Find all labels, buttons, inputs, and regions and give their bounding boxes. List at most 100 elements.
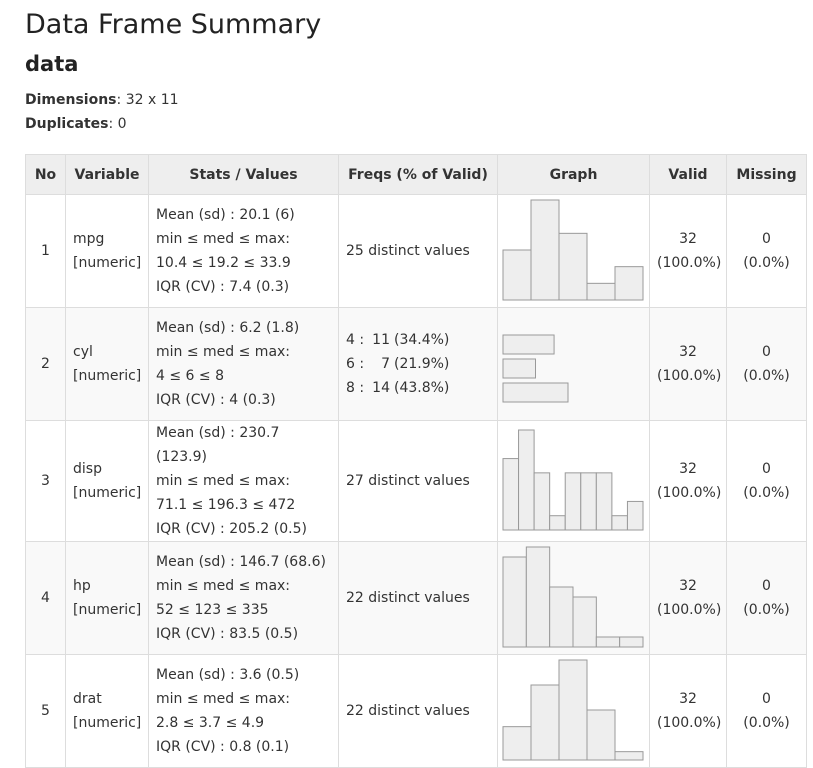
freq-bar — [502, 334, 555, 355]
histogram-bar — [619, 636, 644, 648]
valid-line: 32 — [679, 461, 697, 477]
stats-line: IQR (CV) : 0.8 (0.1) — [156, 739, 290, 755]
table-row: 1 mpg [numeric] Mean (sd) : 20.1 (6) min ≤ m… — [25, 194, 807, 308]
valid-line: 32 — [679, 344, 697, 360]
stats-line: IQR (CV) : 7.4 (0.3) — [156, 279, 290, 295]
histogram-bar — [502, 556, 527, 648]
stats-line: min ≤ med ≤ max: — [156, 231, 291, 247]
stats-line: min ≤ med ≤ max: — [156, 344, 291, 360]
histogram-bar — [502, 726, 532, 761]
variable-cell: drat [numeric] — [65, 654, 149, 768]
variable-type: [numeric] — [73, 602, 142, 618]
table-body: 1 mpg [numeric] Mean (sd) : 20.1 (6) min ≤ m… — [25, 194, 807, 768]
valid-line: (100.0%) — [657, 368, 722, 384]
freqs-cell: 25 distinct values — [338, 194, 498, 308]
missing-line: 0 — [762, 578, 771, 594]
missing-line: 0 — [762, 691, 771, 707]
missing-cell: 0 (0.0%) — [726, 194, 807, 308]
histogram-bar — [525, 546, 551, 648]
histogram-bar — [626, 500, 644, 531]
variable-name: hp — [73, 578, 91, 594]
valid-line: 32 — [679, 231, 697, 247]
variable-type: [numeric] — [73, 485, 142, 501]
freqs-cell: 22 distinct values — [338, 654, 498, 768]
freqs-cell: 27 distinct values — [338, 420, 498, 542]
histogram-bar — [502, 458, 520, 531]
histogram-bar — [572, 596, 597, 648]
row-number: 2 — [25, 307, 66, 421]
graph-cell — [497, 541, 650, 655]
column-header: Freqs (% of Valid) — [338, 154, 498, 195]
column-header: Stats / Values — [148, 154, 339, 195]
column-header: Graph — [497, 154, 650, 195]
valid-line: 32 — [679, 578, 697, 594]
column-header: Missing — [726, 154, 807, 195]
valid-line: (100.0%) — [657, 715, 722, 731]
valid-cell: 32 (100.0%) — [649, 194, 727, 308]
meta-label: Dimensions — [25, 92, 117, 108]
missing-line: 0 — [762, 461, 771, 477]
missing-line: (0.0%) — [743, 255, 790, 271]
variable-name: cyl — [73, 344, 93, 360]
histogram-bar — [530, 199, 560, 301]
histogram-bar — [549, 586, 574, 648]
table-row: 5 drat [numeric] Mean (sd) : 3.6 (0.5) min ≤… — [25, 654, 807, 768]
valid-cell: 32 (100.0%) — [649, 654, 727, 768]
histogram-bar — [586, 282, 616, 301]
title: Data Frame Summary — [25, 9, 322, 40]
freq-label: 8 : — [346, 380, 365, 396]
histogram-bar — [580, 472, 597, 531]
header-row: No Variable Stats / Values Freqs (% of Vali… — [25, 154, 807, 195]
freq-bar — [502, 382, 569, 403]
histogram-bar — [530, 684, 560, 761]
column-header: Variable — [65, 154, 149, 195]
graph — [502, 429, 644, 531]
histogram-bar — [549, 515, 566, 531]
valid-cell: 32 (100.0%) — [649, 420, 727, 542]
histogram-bar — [564, 472, 582, 531]
variable-cell: mpg [numeric] — [65, 194, 149, 308]
meta-line: Duplicates: 0 — [25, 112, 179, 136]
freqs-cell: 22 distinct values — [338, 541, 498, 655]
histogram-bar — [614, 266, 644, 301]
freq-pct: (34.4%) — [394, 332, 450, 348]
graph-cell — [497, 307, 650, 421]
row-number: 4 — [25, 541, 66, 655]
valid-line: (100.0%) — [657, 602, 722, 618]
freq-line: 8 : 14 (43.8%) — [346, 376, 490, 400]
meta-label: Duplicates — [25, 116, 109, 132]
histogram-bar — [586, 709, 616, 761]
stats-line: 71.1 ≤ 196.3 ≤ 472 — [156, 497, 296, 513]
row-number: 1 — [25, 194, 66, 308]
valid-cell: 32 (100.0%) — [649, 541, 727, 655]
freq-count: 11 — [372, 332, 390, 348]
freq-line: 4 : 11 (34.4%) — [346, 328, 490, 352]
variable-type: [numeric] — [73, 715, 142, 731]
histogram-bar — [614, 751, 644, 761]
stats-line: IQR (CV) : 4 (0.3) — [156, 392, 276, 408]
summary-table: No Variable Stats / Values Freqs (% of Vali… — [25, 154, 807, 768]
table-row: 2 cyl [numeric] Mean (sd) : 6.2 (1.8) min ≤ … — [25, 307, 807, 421]
stats-line: Mean (sd) : 230.7 (123.9) — [156, 425, 280, 465]
column-header: No — [25, 154, 66, 195]
variable-name: drat — [73, 691, 102, 707]
variable-cell: cyl [numeric] — [65, 307, 149, 421]
meta-value: : 32 x 11 — [116, 92, 179, 108]
meta-value: : 0 — [108, 116, 127, 132]
histogram-bar — [595, 636, 621, 648]
stats-line: 10.4 ≤ 19.2 ≤ 33.9 — [156, 255, 291, 271]
valid-cell: 32 (100.0%) — [649, 307, 727, 421]
stats-line: min ≤ med ≤ max: — [156, 691, 291, 707]
meta: Dimensions: 32 x 11 Duplicates: 0 — [25, 88, 179, 136]
histogram-bar — [595, 472, 613, 531]
missing-line: (0.0%) — [743, 485, 790, 501]
stats-line: Mean (sd) : 6.2 (1.8) — [156, 320, 300, 336]
stats-line: 52 ≤ 123 ≤ 335 — [156, 602, 269, 618]
missing-line: (0.0%) — [743, 602, 790, 618]
missing-cell: 0 (0.0%) — [726, 541, 807, 655]
graph-cell — [497, 654, 650, 768]
variable-type: [numeric] — [73, 255, 142, 271]
freq-count: 7 — [381, 356, 390, 372]
